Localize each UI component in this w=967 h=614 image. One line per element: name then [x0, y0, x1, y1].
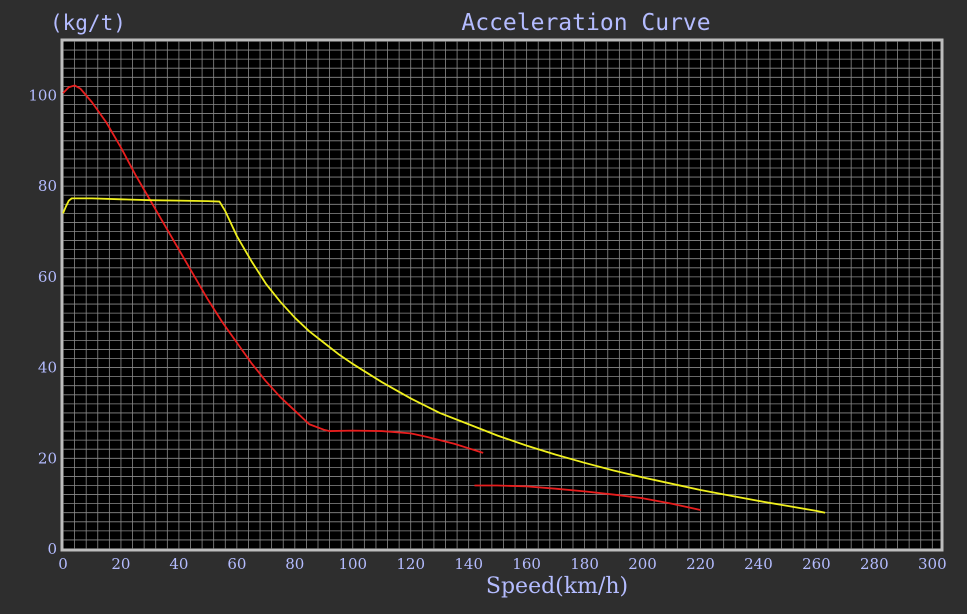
y-tick-label: 80 — [38, 177, 57, 195]
x-tick-label: 80 — [285, 555, 304, 573]
x-axis-label: Speed(km/h) — [486, 574, 628, 599]
x-tick-label: 20 — [111, 555, 130, 573]
y-tick-label: 20 — [38, 449, 57, 467]
x-tick-label: 0 — [58, 555, 68, 573]
grid-lines — [63, 41, 941, 549]
x-tick-label: 180 — [570, 555, 599, 573]
y-tick-label: 0 — [47, 540, 57, 558]
x-tick-label: 200 — [628, 555, 657, 573]
x-tick-label: 240 — [744, 555, 773, 573]
x-tick-label: 260 — [802, 555, 831, 573]
y-axis-label: (kg/t) — [50, 11, 126, 35]
y-tick-label: 60 — [38, 268, 57, 286]
x-tick-label: 100 — [338, 555, 367, 573]
x-tick-label: 280 — [860, 555, 889, 573]
y-tick-label: 100 — [28, 86, 57, 104]
x-tick-label: 60 — [227, 555, 246, 573]
y-tick-label: 40 — [38, 359, 57, 377]
x-tick-label: 140 — [454, 555, 483, 573]
series-1-line-2 — [474, 484, 701, 511]
series-2-line-1 — [62, 197, 826, 514]
x-tick-label: 40 — [169, 555, 188, 573]
series-1-line-1 — [62, 84, 484, 454]
chart-title: Acceleration Curve — [461, 10, 710, 36]
x-tick-label: 220 — [686, 555, 715, 573]
x-tick-label: 300 — [918, 555, 947, 573]
x-tick-label: 160 — [512, 555, 541, 573]
x-tick-label: 120 — [396, 555, 425, 573]
